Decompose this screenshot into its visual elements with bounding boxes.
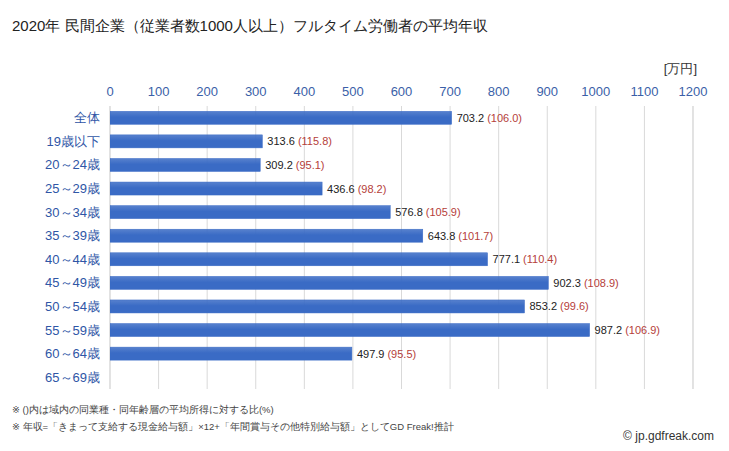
- category-label: 60～64歳: [45, 346, 100, 361]
- data-label: 853.2: [530, 300, 558, 312]
- ratio-label: (106.9): [625, 324, 660, 336]
- grid-line: [644, 106, 645, 389]
- bar: [110, 158, 260, 171]
- grid-line: [158, 106, 159, 389]
- data-label: 497.9: [357, 348, 385, 360]
- tick-label: 1000: [581, 84, 610, 99]
- source: © jp.gdfreak.com: [623, 429, 714, 443]
- ratio-label: (108.9): [584, 277, 619, 289]
- bar: [110, 324, 590, 337]
- ratio-label: (115.8): [298, 135, 332, 147]
- axis-label: [万円]: [664, 61, 697, 76]
- grid-line: [498, 106, 499, 389]
- background: [0, 0, 729, 451]
- bar: [110, 111, 452, 124]
- grid-line: [401, 106, 402, 389]
- grid-line: [110, 106, 111, 389]
- tick-label: 200: [196, 84, 218, 99]
- tick-label: 700: [439, 84, 461, 99]
- category-label: 50～54歳: [45, 299, 100, 314]
- category-label: 30～34歳: [45, 205, 100, 220]
- grid-line: [547, 106, 548, 389]
- grid-line: [693, 106, 694, 389]
- chart: 2020年 民間企業（従業者数1000人以上）フルタイム労働者の平均年収 [万円]…: [0, 0, 729, 451]
- note: ※ ()内は域内の同業種・同年齢層の平均所得に対する比(%): [12, 404, 274, 415]
- ratio-label: (95.5): [387, 348, 416, 360]
- ratio-label: (106.0): [487, 112, 522, 124]
- ratio-label: (95.1): [296, 159, 325, 171]
- data-label: 643.8: [428, 230, 456, 242]
- bar: [110, 347, 352, 360]
- bar: [110, 253, 488, 266]
- data-label: 576.8: [395, 206, 423, 218]
- category-label: 35～39歳: [45, 228, 100, 243]
- tick-label: 1200: [679, 84, 708, 99]
- grid: [110, 106, 693, 389]
- ratio-label: (110.4): [523, 253, 557, 265]
- category-label: 40～44歳: [45, 252, 100, 267]
- tick-label: 300: [245, 84, 267, 99]
- category-label: 55～59歳: [45, 323, 100, 338]
- data-label: 777.1: [493, 253, 521, 265]
- data-label: 902.3: [553, 277, 581, 289]
- category-label: 45～49歳: [45, 275, 100, 290]
- tick-label: 1100: [630, 84, 658, 99]
- ratio-label: (98.2): [358, 183, 387, 195]
- category-label: 25～29歳: [45, 181, 100, 196]
- ratio-label: (101.7): [458, 230, 493, 242]
- tick-label: 900: [536, 84, 558, 99]
- category-label: 20～24歳: [45, 157, 100, 172]
- bar: [110, 229, 423, 242]
- tick-label: 400: [293, 84, 315, 99]
- note: ※ 年収=「きまって支給する現金給与額」×12+「年間賞与その他特別給与額」とし…: [12, 421, 454, 432]
- axis-line: [693, 106, 694, 389]
- bar: [110, 300, 525, 313]
- category-label: 65～69歳: [45, 370, 100, 385]
- title: 2020年 民間企業（従業者数1000人以上）フルタイム労働者の平均年収: [12, 17, 488, 34]
- bar: [110, 206, 390, 219]
- axis-line: [110, 106, 111, 389]
- bar: [110, 276, 548, 289]
- data-label: 987.2: [595, 324, 623, 336]
- tick-label: 800: [488, 84, 510, 99]
- category-label: 全体: [74, 110, 100, 125]
- tick-label: 600: [391, 84, 413, 99]
- ratio-label: (99.6): [560, 300, 589, 312]
- grid-line: [595, 106, 596, 389]
- category-label: 19歳以下: [47, 134, 100, 149]
- bar: [110, 182, 322, 195]
- data-label: 436.6: [327, 183, 355, 195]
- grid-line: [207, 106, 208, 389]
- labels: 全体 703.2(106.0) 19歳以下 313.6(115.8) 20～24歳 309…: [45, 110, 660, 384]
- data-label: 313.6: [267, 135, 295, 147]
- data-label: 309.2: [265, 159, 293, 171]
- ratio-label: (105.9): [426, 206, 461, 218]
- grid-line: [304, 106, 305, 389]
- grid-line: [450, 106, 451, 389]
- grid-line: [255, 106, 256, 389]
- grid-line: [352, 106, 353, 389]
- bar: [110, 135, 262, 148]
- data-label: 703.2: [457, 112, 485, 124]
- tick-label: 500: [342, 84, 364, 99]
- tick-label: 100: [148, 84, 170, 99]
- tick-label: 0: [106, 84, 113, 99]
- bars: [110, 111, 590, 360]
